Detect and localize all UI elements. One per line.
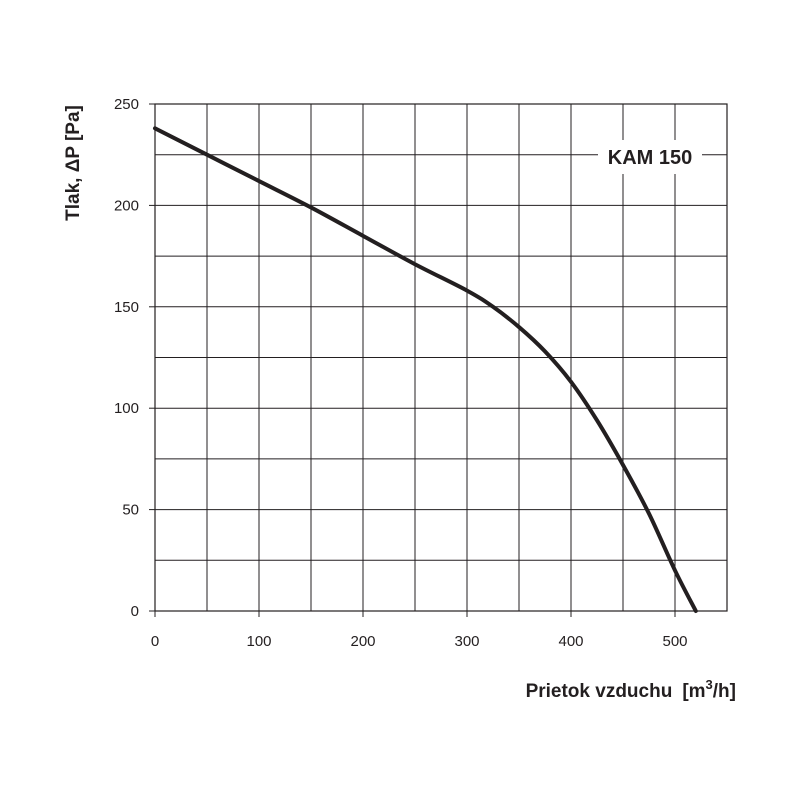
series-layer bbox=[153, 126, 698, 613]
y-tick-label: 0 bbox=[131, 603, 139, 620]
series-curve bbox=[153, 126, 698, 613]
y-axis-title: Tlak, ΔP [Pa] bbox=[63, 105, 84, 221]
x-tick-label: 300 bbox=[454, 633, 479, 650]
x-tick-label: 200 bbox=[350, 633, 375, 650]
plot-frame bbox=[154, 103, 728, 612]
series-label-layer: KAM 150 bbox=[598, 140, 702, 174]
x-axis-title-text: Prietok vzduchu bbox=[526, 681, 673, 702]
x-axis-unit-end: /h] bbox=[713, 681, 736, 702]
series-label: KAM 150 bbox=[608, 147, 692, 169]
y-axis-ticks: 0 50 100 150 200 250 bbox=[114, 96, 155, 620]
x-axis-unit: [m bbox=[682, 681, 705, 702]
y-tick-label: 50 bbox=[122, 502, 139, 519]
x-tick-label: 100 bbox=[246, 633, 271, 650]
x-tick-label: 500 bbox=[662, 633, 687, 650]
y-tick-label: 150 bbox=[114, 299, 139, 316]
y-tick-label: 250 bbox=[114, 96, 139, 113]
y-tick-label: 100 bbox=[114, 400, 139, 417]
x-axis-unit-superscript: 3 bbox=[706, 677, 713, 692]
series-label-background bbox=[598, 140, 702, 174]
x-axis-ticks: 0 100 200 300 400 500 bbox=[151, 611, 688, 650]
x-axis-title: Prietok vzduchu [m3/h] bbox=[526, 677, 736, 702]
y-tick-label: 200 bbox=[114, 197, 139, 214]
x-tick-label: 0 bbox=[151, 633, 159, 650]
x-tick-label: 400 bbox=[558, 633, 583, 650]
grid bbox=[155, 104, 727, 611]
